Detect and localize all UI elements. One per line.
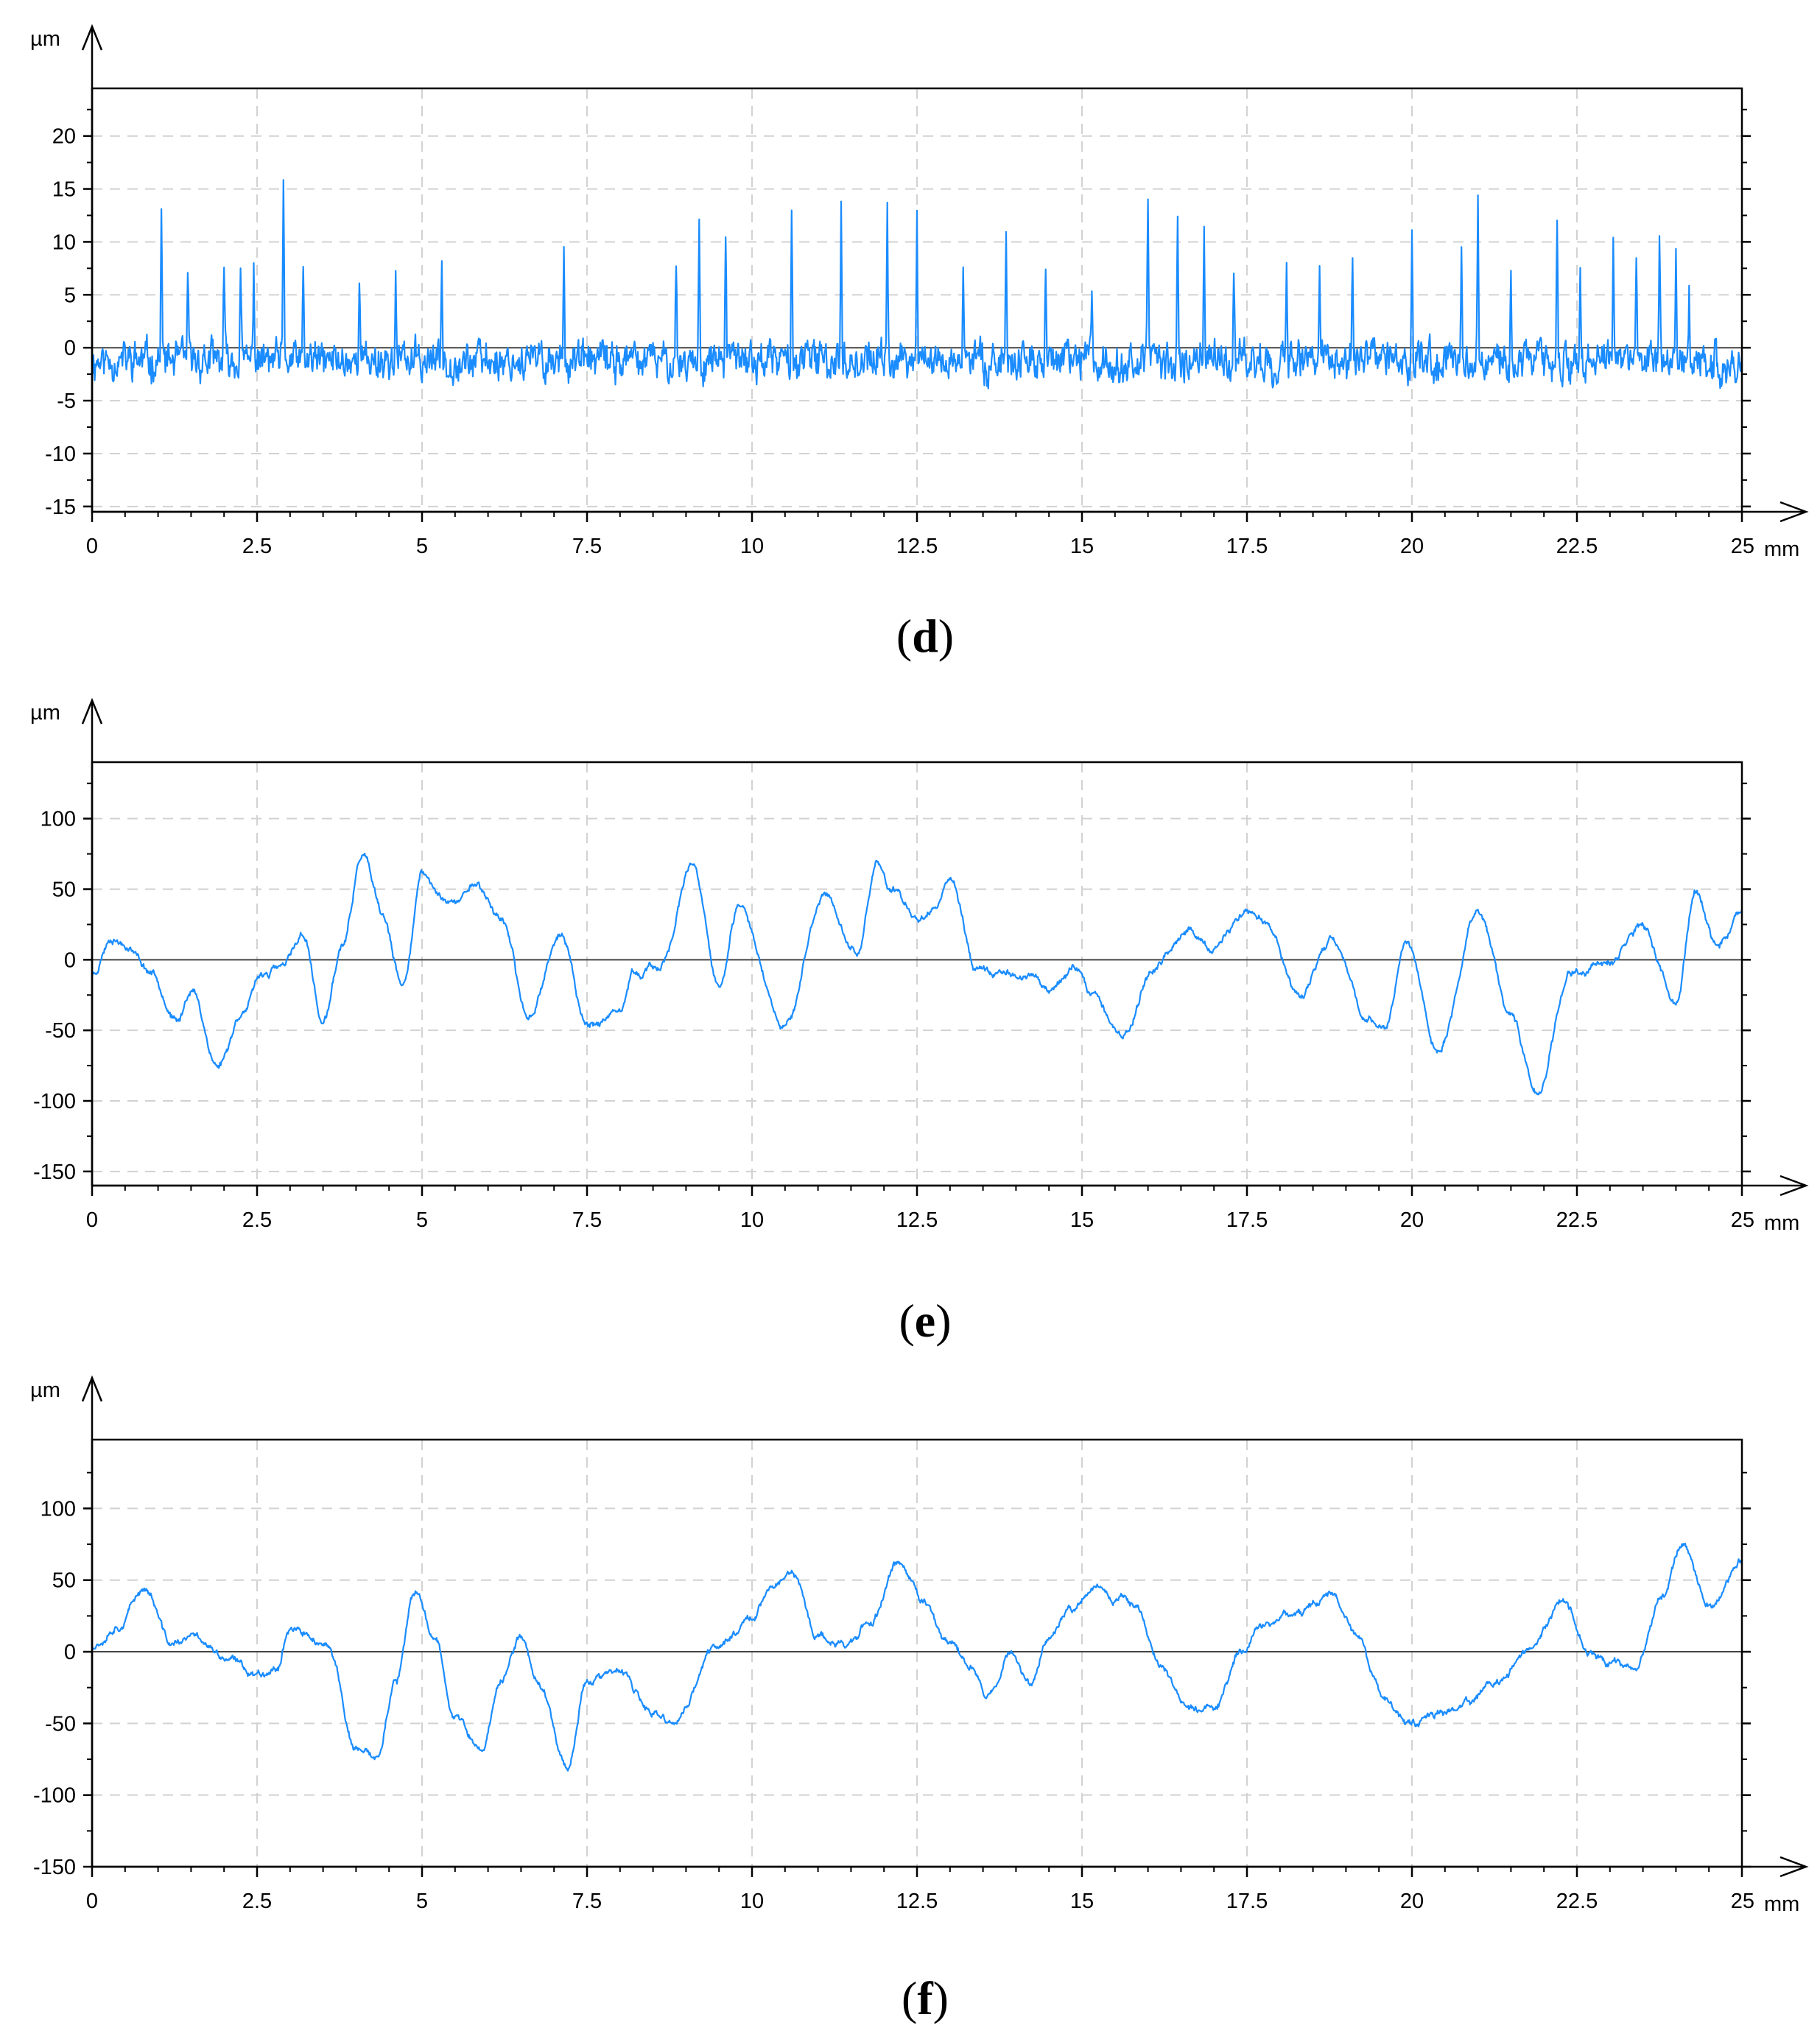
y-tick-label: -150	[33, 1161, 76, 1184]
x-tick-label: 7.5	[572, 1208, 602, 1232]
y-tick-label: 0	[64, 337, 76, 360]
x-tick-label: 5	[416, 1208, 428, 1232]
chart-panel-e: µm 100 50 0 -50 -100 -150 mm 0 2.5 5 7.5 10 12.5 15 17.…	[0, 681, 1820, 1362]
y-tick-label: 10	[52, 230, 76, 254]
grid	[92, 1440, 1742, 1867]
y-tick-label: -100	[33, 1090, 76, 1113]
x-tick-label: 2.5	[242, 535, 272, 558]
y-axis: µm 100 50 0 -50 -100 -150	[30, 1375, 1751, 1879]
x-tick-label: 0	[86, 535, 98, 558]
panel-caption-open-paren: (	[902, 1972, 917, 2024]
panel-caption-close-paren: )	[933, 1972, 949, 2024]
x-tick-label: 10	[740, 535, 764, 558]
x-tick-label: 7.5	[572, 535, 602, 558]
x-tick-label: 12.5	[896, 1208, 938, 1232]
y-axis: µm 100 50 0 -50 -100 -150	[30, 697, 1751, 1186]
y-tick-label: 100	[41, 1497, 76, 1521]
panel-caption-letter: e	[915, 1295, 935, 1347]
grid	[92, 88, 1742, 512]
panel-caption-open-paren: (	[899, 1295, 914, 1347]
chart-d: µm 20 15 10 5 0 -5 -10 -15 mm 0 2.5 5 7.5 10 12.5 15 17.5…	[30, 24, 1809, 662]
x-tick-label: 7.5	[572, 1890, 602, 1913]
x-tick-label: 12.5	[896, 1890, 938, 1913]
y-axis-unit-label: µm	[30, 701, 60, 725]
y-axis-unit-label: µm	[30, 27, 60, 51]
y-tick-label: 20	[52, 125, 76, 149]
y-tick-label: 15	[52, 178, 76, 202]
x-tick-label: 22.5	[1556, 1890, 1598, 1913]
profile-series-line	[91, 179, 1743, 390]
x-tick-label: 12.5	[896, 535, 938, 558]
x-tick-label: 15	[1070, 535, 1094, 558]
x-axis: mm 0 2.5 5 7.5 10 12.5 15 17.5 20 22.5 25	[86, 1856, 1809, 1916]
x-tick-label: 20	[1400, 535, 1424, 558]
y-tick-label: 100	[41, 808, 76, 831]
chart-e: µm 100 50 0 -50 -100 -150 mm 0 2.5 5 7.5 10 12.5 15 17.…	[30, 697, 1809, 1347]
x-tick-label: 10	[740, 1208, 764, 1232]
x-tick-label: 22.5	[1556, 1208, 1598, 1232]
x-axis-unit-label: mm	[1764, 538, 1799, 561]
x-axis: mm 0 2.5 5 7.5 10 12.5 15 17.5 20 22.5 25	[86, 1175, 1809, 1235]
chart-panel-f: µm 100 50 0 -50 -100 -150 mm 0 2.5 5 7.5 10 12.5 15 17.…	[0, 1362, 1820, 2042]
x-tick-label: 5	[416, 535, 428, 558]
x-tick-label: 0	[86, 1890, 98, 1913]
profile-series-line	[91, 1542, 1743, 1772]
y-axis-arrow-icon	[81, 24, 103, 51]
y-tick-label: 0	[64, 1641, 76, 1664]
panel-caption: (d)	[896, 610, 954, 662]
panel-caption: (f)	[902, 1972, 949, 2024]
x-axis-arrow-icon	[1779, 1856, 1809, 1878]
y-axis: µm 20 15 10 5 0 -5 -10 -15	[30, 24, 1751, 519]
x-tick-label: 2.5	[242, 1208, 272, 1232]
x-tick-label: 15	[1070, 1208, 1094, 1232]
x-tick-label: 20	[1400, 1890, 1424, 1913]
x-tick-label: 20	[1400, 1208, 1424, 1232]
x-axis-unit-label: mm	[1764, 1211, 1799, 1235]
y-tick-label: -50	[45, 1019, 76, 1043]
chart-panel-d: µm 20 15 10 5 0 -5 -10 -15 mm 0 2.5 5 7.5 10 12.5 15 17.5…	[0, 0, 1820, 681]
x-tick-label: 0	[86, 1208, 98, 1232]
x-axis-arrow-icon	[1779, 501, 1809, 523]
x-tick-label: 17.5	[1226, 535, 1268, 558]
y-tick-label: 50	[52, 879, 76, 902]
y-tick-label: -15	[45, 496, 76, 519]
x-tick-label: 17.5	[1226, 1890, 1268, 1913]
x-axis-unit-label: mm	[1764, 1893, 1799, 1916]
y-tick-label: -10	[45, 443, 76, 466]
panel-caption: (e)	[899, 1295, 951, 1347]
x-tick-label: 5	[416, 1890, 428, 1913]
x-tick-label: 17.5	[1226, 1208, 1268, 1232]
x-tick-label: 10	[740, 1890, 764, 1913]
panel-caption-close-paren: )	[938, 610, 954, 662]
panel-caption-close-paren: )	[935, 1295, 951, 1347]
x-tick-label: 15	[1070, 1890, 1094, 1913]
y-axis-unit-label: µm	[30, 1379, 60, 1402]
x-tick-label: 22.5	[1556, 535, 1598, 558]
y-tick-label: 0	[64, 948, 76, 972]
y-tick-label: 50	[52, 1569, 76, 1593]
profile-series-line	[91, 853, 1743, 1096]
y-tick-label: 5	[64, 284, 76, 307]
x-axis-arrow-icon	[1779, 1175, 1809, 1197]
y-tick-label: -50	[45, 1712, 76, 1736]
y-tick-label: -150	[33, 1856, 76, 1879]
panel-caption-letter: f	[917, 1972, 933, 2024]
y-tick-label: -100	[33, 1784, 76, 1808]
panel-caption-letter: d	[912, 610, 938, 662]
x-axis: mm 0 2.5 5 7.5 10 12.5 15 17.5 20 22.5 25	[86, 501, 1809, 561]
x-tick-label: 2.5	[242, 1890, 272, 1913]
panel-caption-open-paren: (	[896, 610, 912, 662]
chart-f: µm 100 50 0 -50 -100 -150 mm 0 2.5 5 7.5 10 12.5 15 17.…	[30, 1375, 1809, 2024]
y-axis-arrow-icon	[81, 697, 103, 725]
x-tick-label: 25	[1731, 535, 1754, 558]
y-axis-arrow-icon	[81, 1375, 103, 1402]
y-tick-label: -5	[57, 390, 76, 413]
grid	[92, 762, 1742, 1186]
x-tick-label: 25	[1731, 1890, 1754, 1913]
x-tick-label: 25	[1731, 1208, 1754, 1232]
